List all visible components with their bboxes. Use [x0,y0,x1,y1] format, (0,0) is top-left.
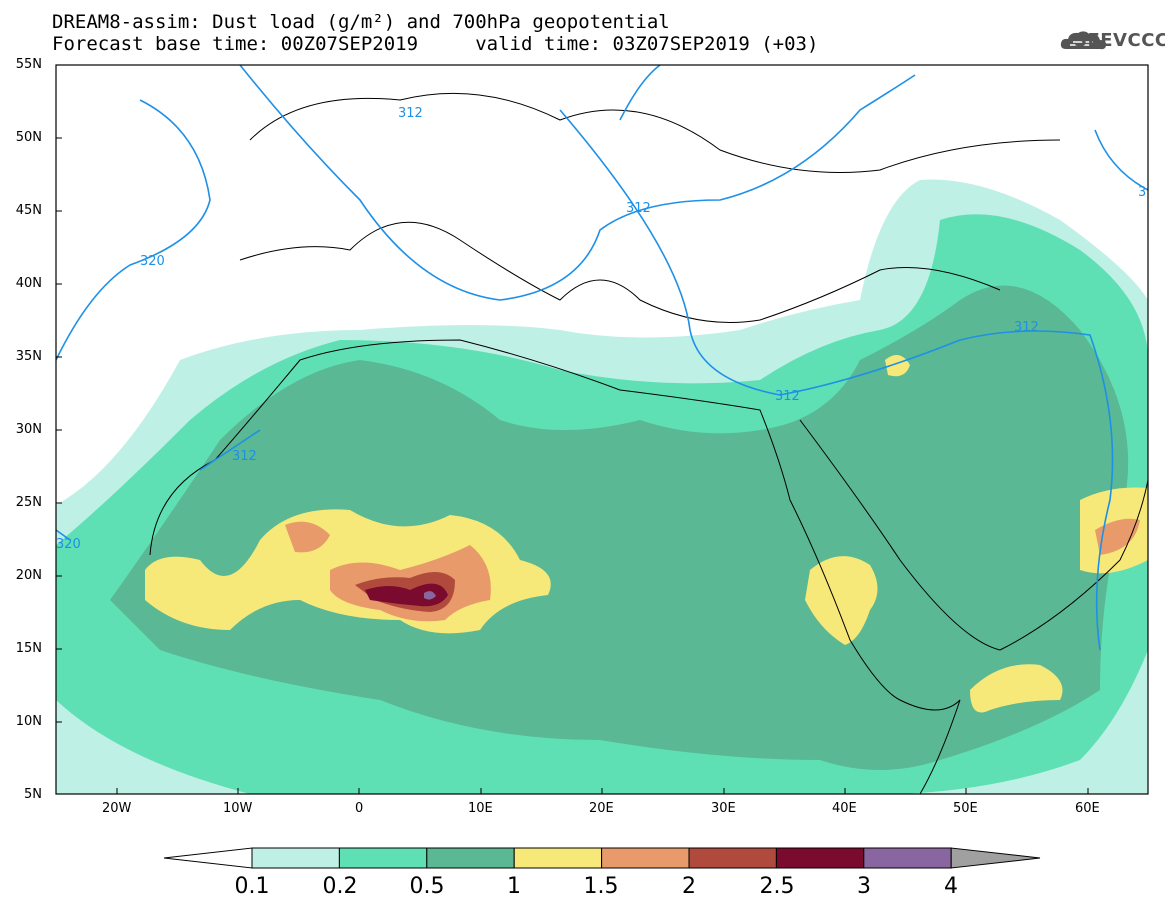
colorbar-label: 2.5 [759,874,795,899]
contour-312-africa [199,429,261,471]
contour-label: 3 [1138,185,1146,200]
coastline-africa [149,339,961,794]
contour-label: 320 [140,254,165,269]
colorbar-label: 3 [857,874,871,899]
dust-region-1 [805,556,878,645]
lat-tick: 20N [15,568,42,583]
coastline-arabia [799,419,1148,651]
contour-label: 312 [626,201,651,216]
lon-tick: 10E [468,801,493,816]
contour-label: 312 [398,106,423,121]
lat-tick: 10N [15,714,42,729]
contour-320-west [56,99,211,361]
lat-tick: 50N [15,130,42,145]
coastline-europe [239,221,1001,323]
lon-tick: 20W [102,801,132,816]
lon-tick: 20E [589,801,614,816]
colorbar-label: 1.5 [583,874,619,899]
lon-tick: 30E [711,801,736,816]
dust-region-1.5 [1095,518,1140,555]
cloud-icon [1060,31,1107,50]
contour-3-ne [1094,129,1148,191]
lat-tick: 5N [24,787,42,802]
logo-text: SEEVCCC [1074,30,1165,51]
colorbar-label: 2 [682,874,696,899]
dust-region-1.5 [285,521,330,553]
lat-tick: 15N [15,641,42,656]
lat-tick: 25N [15,495,42,510]
dust-region-3 [424,591,436,600]
contour-320-coast [56,529,71,541]
colorbar-label: 0.1 [234,874,270,899]
lon-tick: 40E [832,801,857,816]
dust-region-0.5 [110,285,1129,770]
contour-312-east [619,65,661,121]
lat-tick: 40N [15,276,42,291]
lon-tick: 50E [953,801,978,816]
lon-tick: 60E [1075,801,1100,816]
contour-312-med [559,109,1114,651]
colorbar-label: 0.2 [322,874,358,899]
lon-tick: 10W [223,801,253,816]
lat-tick: 35N [15,349,42,364]
chart-title: DREAM8-assim: Dust load (g/m²) and 700hP… [52,11,670,33]
contour-label: 312 [1014,320,1039,335]
contour-label: 320 [56,537,81,552]
forecast-times: Forecast base time: 00Z07SEP2019 valid t… [52,33,819,55]
lat-tick: 55N [15,57,42,72]
dust-region-1 [970,664,1063,713]
contour-label: 312 [232,449,257,464]
dust-region-2.5 [365,583,448,607]
colorbar-label: 4 [944,874,958,899]
lat-tick: 45N [15,203,42,218]
colorbar-label: 1 [507,874,521,899]
coastline-north [249,92,1061,173]
contour-312-europe [239,65,916,301]
lat-tick: 30N [15,422,42,437]
lon-tick: 0 [355,801,364,816]
contour-label: 312 [775,389,800,404]
colorbar-label: 0.5 [409,874,445,899]
